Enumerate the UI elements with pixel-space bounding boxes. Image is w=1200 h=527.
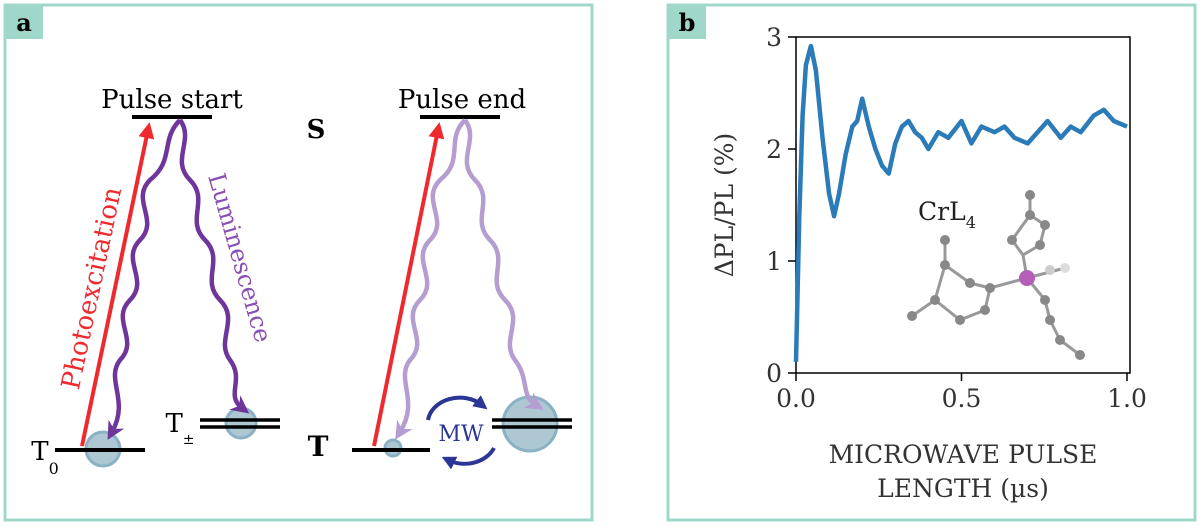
x-axis-label-line1: MICROWAVE PULSE — [829, 440, 1098, 469]
panel-b-border — [666, 3, 1197, 522]
x-tick-label: 0.0 — [776, 384, 816, 413]
triplet-label: T — [308, 430, 329, 463]
panel-a-label-box — [5, 5, 43, 39]
t0-label: T0 — [31, 437, 59, 478]
y-tick-label: 3 — [766, 23, 782, 52]
panel-a: a Pulse start Pulse end S T T0 T± Photoe… — [3, 3, 594, 522]
singlet-label: S — [307, 115, 326, 145]
pulse-end-label: Pulse end — [398, 85, 526, 115]
molecule-label: CrL4 — [918, 197, 976, 232]
panel-a-label: a — [16, 8, 32, 37]
panel-b-label: b — [679, 8, 696, 37]
mw-arrow-down — [441, 446, 496, 470]
luminescence-wave-tpm-end — [463, 118, 544, 410]
luminescence-wave-t0-start — [107, 118, 182, 440]
pulse-start-label: Pulse start — [101, 85, 243, 115]
luminescence-wave-t0-end — [395, 118, 467, 440]
y-tick-label: 2 — [766, 135, 782, 164]
crl4-molecule-image — [907, 190, 1085, 360]
x-axis-label-line2: LENGTH (µs) — [877, 474, 1049, 503]
panel-a-border — [3, 3, 594, 522]
y-axis-label: ΔPL/PL (%) — [710, 133, 739, 278]
y-tick-label: 0 — [766, 359, 782, 388]
x-tick-label: 0.5 — [942, 384, 982, 413]
tpm-population-start — [224, 406, 258, 440]
panel-b: b 0.0 0.5 1.0 0 1 2 3 MICROWAVE PULSE LENGTH (… — [666, 3, 1197, 522]
x-tick-label: 1.0 — [1107, 384, 1147, 413]
series-points — [795, 45, 1128, 362]
tpm-label: T± — [165, 409, 194, 448]
plot-frame — [795, 36, 1131, 374]
axis-ticks: 0.0 0.5 1.0 0 1 2 3 — [766, 23, 1147, 413]
y-tick-label: 1 — [766, 247, 782, 276]
luminescence-wave-tpm-start — [178, 118, 250, 414]
mw-label: MW — [438, 422, 484, 447]
series-line — [793, 43, 1128, 362]
photoexcitation-arrow-start — [80, 122, 155, 447]
photoexcitation-arrow-end — [372, 122, 445, 447]
tpm-population-end — [501, 395, 559, 453]
mw-arrow-up — [426, 395, 488, 421]
panel-b-label-box — [668, 5, 706, 39]
